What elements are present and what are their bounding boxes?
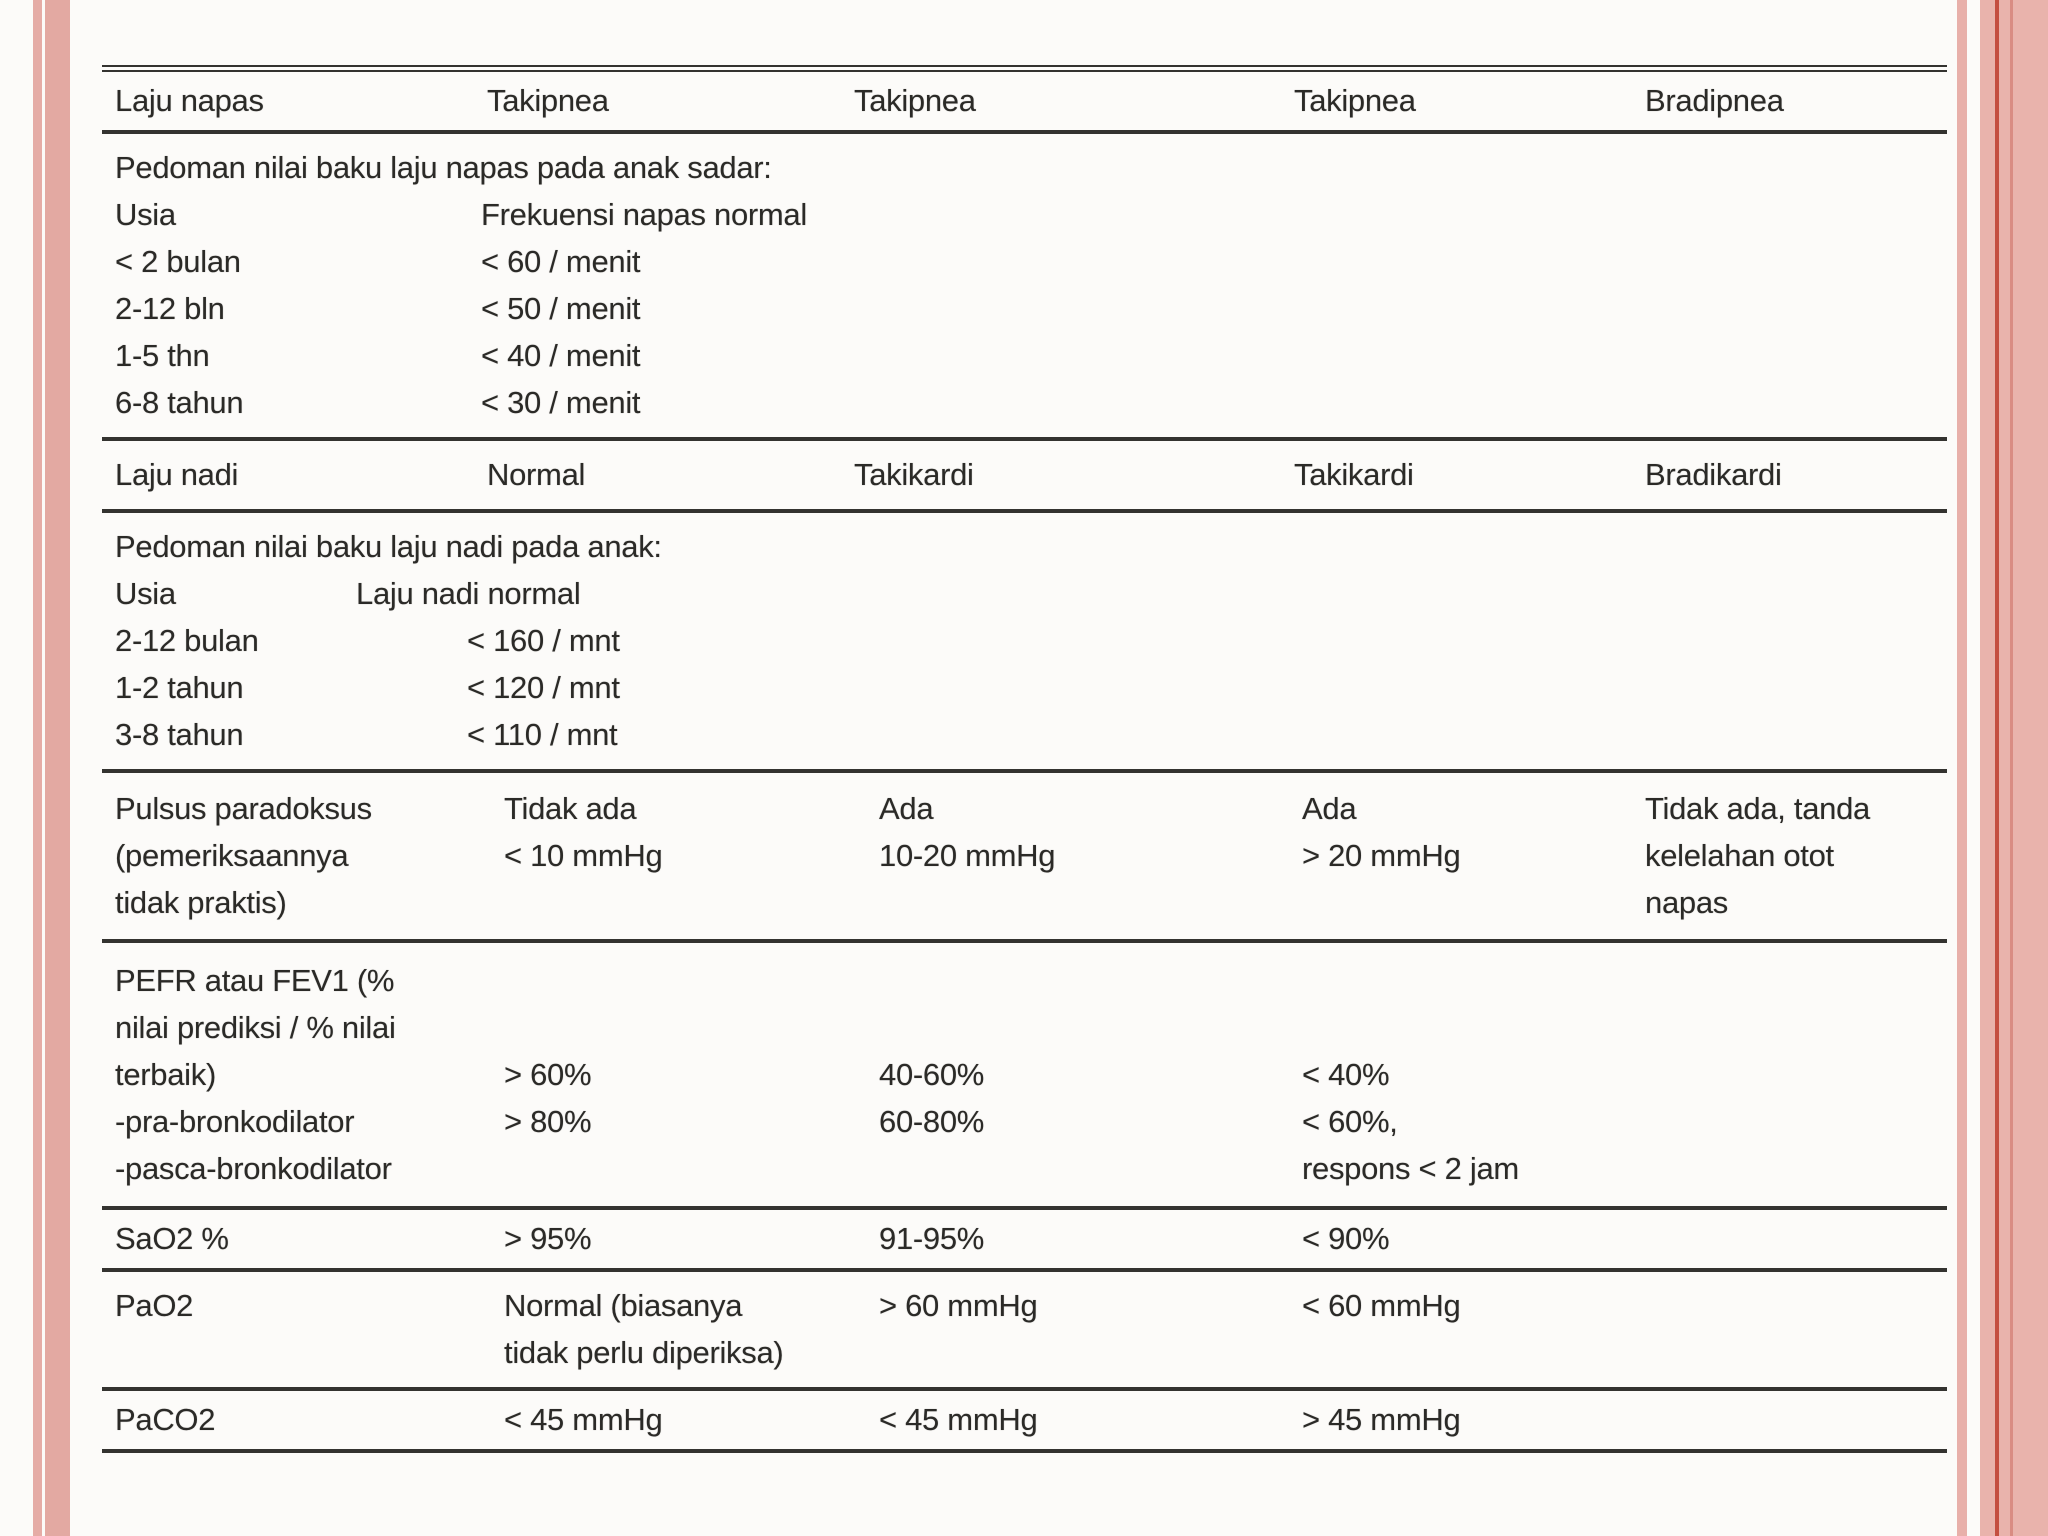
guideline-value: < 50 / menit [481, 291, 641, 326]
right-border-dark-line [1995, 0, 1999, 1536]
cell-parameter: Laju nadi [115, 451, 487, 498]
table-row-laju-napas: Laju napas Takipnea Takipnea Takipnea Br… [102, 65, 1947, 130]
guideline-label: 2-12 bulan [115, 623, 259, 658]
cell-ancaman [1645, 1282, 1941, 1376]
cell-ringan: Tidak ada < 10 mmHg [504, 791, 663, 873]
left-border-wide-stripe [45, 0, 70, 1536]
table-row-laju-nadi: Laju nadi Normal Takikardi Takikardi Bra… [102, 437, 1947, 509]
guideline-value: < 120 / mnt [467, 670, 620, 705]
cell-ancaman [1645, 1396, 1941, 1443]
table-row-pefr-fev1: PEFR atau FEV1 (% nilai prediksi / % nil… [102, 939, 1947, 1206]
cell-sedang: Ada 10-20 mmHg [879, 791, 1056, 873]
cell-sedang: > 60 mmHg [879, 1288, 1038, 1323]
guideline-row: 2-12 bulan < 160 / mnt [115, 617, 1941, 664]
guideline-row: Usia Frekuensi napas normal [115, 191, 1941, 238]
cell-sedang: 40-60% 60-80% [879, 1057, 985, 1139]
guideline-value: < 30 / menit [481, 385, 641, 420]
guideline-label: 1-2 tahun [115, 670, 244, 705]
guideline-row: < 2 bulan < 60 / menit [115, 238, 1941, 285]
right-border-soft-line [2010, 0, 2013, 1536]
guideline-value: < 110 / mnt [467, 717, 618, 752]
cell-berat: Takipnea [1294, 83, 1416, 118]
cell-ringan: > 60% > 80% [504, 1057, 592, 1139]
cell-ringan: Normal [487, 457, 586, 492]
guideline-label: 6-8 tahun [115, 385, 244, 420]
guideline-value: < 160 / mnt [467, 623, 620, 658]
cell-ancaman [1645, 957, 1941, 1192]
guideline-row: 3-8 tahun < 110 / mnt [115, 711, 1941, 758]
guideline-laju-nadi: Pedoman nilai baku laju nadi pada anak: … [102, 509, 1947, 769]
guideline-label: 2-12 bln [115, 291, 225, 326]
guideline-value: < 40 / menit [481, 338, 641, 373]
cell-berat: > 45 mmHg [1302, 1402, 1461, 1437]
cell-ancaman: Bradipnea [1645, 83, 1784, 118]
guideline-label: 1-5 thn [115, 338, 210, 373]
cell-sedang: < 45 mmHg [879, 1402, 1038, 1437]
row-header-laju-nadi: Laju nadi [115, 457, 239, 492]
guideline-row: 2-12 bln < 50 / menit [115, 285, 1941, 332]
guideline-label: Usia [115, 576, 176, 611]
guideline-label: Usia [115, 197, 176, 232]
cell-sedang: 91-95% [879, 1221, 985, 1256]
cell-berat: < 90% [1302, 1221, 1390, 1256]
cell-ringan: < 45 mmHg [504, 1402, 663, 1437]
table-row-pao2: PaO2 Normal (biasanya tidak perlu diperi… [102, 1268, 1947, 1387]
cell-ancaman [1645, 1215, 1941, 1262]
right-border-thin-stripe [1957, 0, 1967, 1536]
guideline-value: Frekuensi napas normal [481, 197, 807, 232]
right-border-band [1980, 0, 2048, 1536]
left-border-thin-stripe [33, 0, 42, 1536]
cell-sedang: Takikardi [854, 457, 974, 492]
cell-berat: < 60 mmHg [1302, 1288, 1461, 1323]
cell-sedang: Takipnea [854, 83, 976, 118]
cell-parameter: PEFR atau FEV1 (% nilai prediksi / % nil… [115, 963, 396, 1186]
guideline-value: < 60 / menit [481, 244, 641, 279]
cell-berat: Takikardi [1294, 457, 1414, 492]
guideline-label: < 2 bulan [115, 244, 241, 279]
table-row-pulsus-paradoksus: Pulsus paradoksus (pemeriksaannya tidak … [102, 769, 1947, 939]
guideline-laju-napas: Pedoman nilai baku laju napas pada anak … [102, 130, 1947, 437]
cell-parameter: PaO2 [115, 1288, 194, 1323]
row-header-laju-napas: Laju napas [115, 83, 264, 118]
cell-parameter: Laju napas [115, 77, 487, 124]
cell-parameter: Pulsus paradoksus (pemeriksaannya tidak … [115, 791, 372, 920]
guideline-label: 3-8 tahun [115, 717, 244, 752]
cell-ancaman: Tidak ada, tanda kelelahan otot napas [1645, 791, 1870, 920]
table-row-paco2: PaCO2 < 45 mmHg < 45 mmHg > 45 mmHg [102, 1387, 1947, 1453]
guideline-intro: Pedoman nilai baku laju nadi pada anak: [115, 529, 662, 564]
cell-ringan: Normal (biasanya tidak perlu diperiksa) [504, 1288, 784, 1370]
guideline-intro: Pedoman nilai baku laju napas pada anak … [115, 150, 772, 185]
guideline-row: 1-5 thn < 40 / menit [115, 332, 1941, 379]
cell-parameter: PaCO2 [115, 1402, 216, 1437]
cell-ringan: > 95% [504, 1221, 592, 1256]
cell-parameter: SaO2 % [115, 1221, 229, 1256]
cell-ringan: Takipnea [487, 83, 609, 118]
cell-ancaman: Bradikardi [1645, 457, 1782, 492]
guideline-row: Usia Laju nadi normal [115, 570, 1941, 617]
cell-berat: < 40% < 60%, respons < 2 jam [1302, 1057, 1519, 1186]
guideline-value: Laju nadi normal [356, 576, 581, 611]
guideline-row: 1-2 tahun < 120 / mnt [115, 664, 1941, 711]
cell-berat: Ada > 20 mmHg [1302, 791, 1461, 873]
severity-table: Laju napas Takipnea Takipnea Takipnea Br… [102, 65, 1947, 1453]
table-row-sao2: SaO2 % > 95% 91-95% < 90% [102, 1206, 1947, 1268]
guideline-row: 6-8 tahun < 30 / menit [115, 379, 1941, 426]
